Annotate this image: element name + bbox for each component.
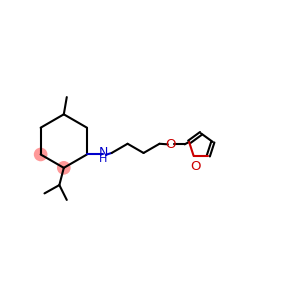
Circle shape: [34, 148, 47, 161]
Text: N: N: [99, 146, 108, 159]
Circle shape: [57, 161, 70, 175]
Text: O: O: [166, 138, 176, 151]
Text: O: O: [190, 160, 200, 173]
Text: H: H: [99, 154, 107, 164]
